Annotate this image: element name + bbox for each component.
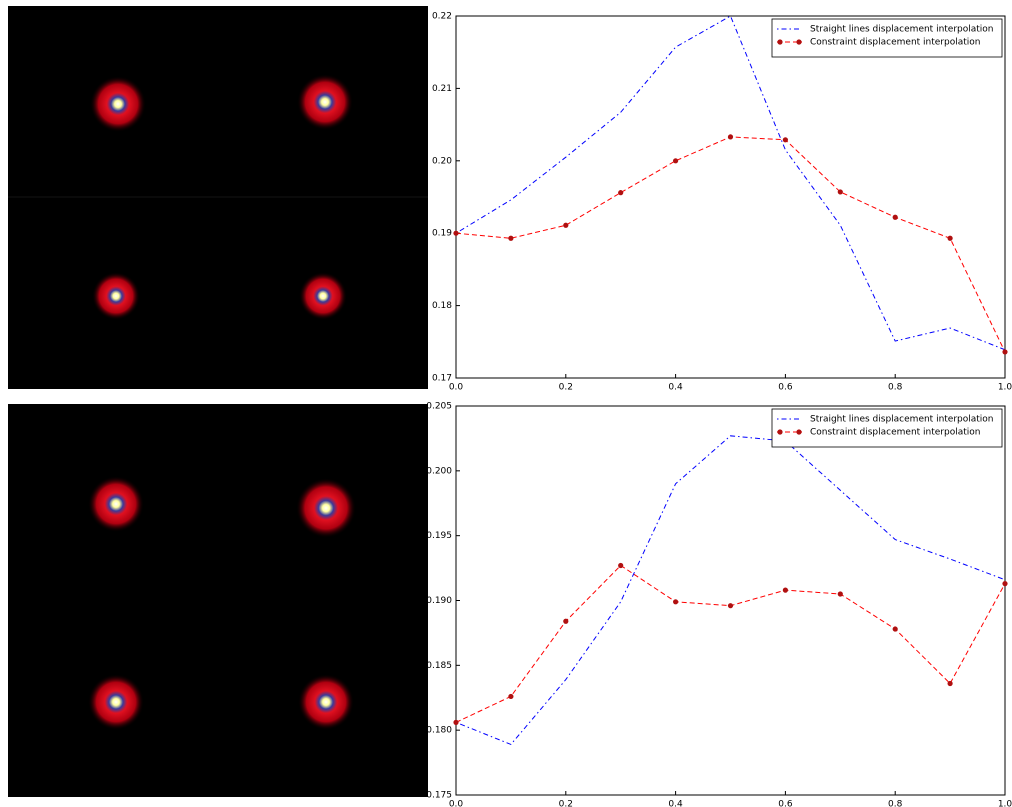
legend-box bbox=[771, 408, 1003, 448]
x-tick-label: 0.6 bbox=[778, 383, 793, 393]
x-tick-label: 0.4 bbox=[668, 800, 683, 807]
legend-label: Constraint displacement interpolation bbox=[810, 38, 980, 48]
y-tick-label: 0.185 bbox=[426, 661, 452, 671]
legend-label: Straight lines displacement interpolatio… bbox=[810, 415, 994, 425]
legend-label: Straight lines displacement interpolatio… bbox=[810, 25, 994, 35]
series-line bbox=[455, 15, 1006, 351]
x-tick-label: 0.4 bbox=[668, 383, 683, 393]
y-tick-label: 0.20 bbox=[432, 156, 452, 166]
x-tick-label: 0.8 bbox=[888, 383, 903, 393]
series-marker bbox=[508, 235, 514, 241]
legend: Straight lines displacement interpolatio… bbox=[771, 18, 1003, 58]
series-marker bbox=[947, 680, 953, 687]
image-panel-top bbox=[8, 6, 428, 389]
image-panel-bottom bbox=[8, 404, 428, 797]
y-tick-label: 0.175 bbox=[426, 791, 452, 801]
series-marker bbox=[618, 190, 624, 196]
x-tick-label: 0.6 bbox=[778, 800, 793, 807]
series-marker bbox=[673, 599, 679, 605]
series-marker bbox=[563, 222, 569, 228]
series-marker bbox=[563, 618, 569, 624]
series-marker bbox=[673, 158, 679, 164]
series-marker bbox=[727, 603, 734, 609]
y-tick-label: 0.180 bbox=[426, 726, 452, 736]
series-marker bbox=[453, 230, 459, 236]
legend-marker bbox=[796, 39, 802, 45]
x-tick-label: 0.0 bbox=[449, 800, 464, 807]
y-tick-label: 0.190 bbox=[426, 596, 452, 606]
legend-label: Constraint displacement interpolation bbox=[810, 428, 980, 438]
y-tick-label: 0.17 bbox=[432, 374, 452, 384]
y-tick-label: 0.21 bbox=[432, 84, 452, 94]
series-marker bbox=[782, 587, 789, 593]
line-chart: 0.0 0.2 0.4 0.6 0.8 1.0 0.175 0.180 0.185 0.190 0.… bbox=[426, 402, 1012, 807]
legend-marker bbox=[777, 429, 783, 435]
y-tick-label: 0.19 bbox=[432, 229, 452, 239]
y-tick-label: 0.200 bbox=[426, 466, 452, 476]
series-marker bbox=[727, 134, 734, 140]
line-chart: 0.0 0.2 0.4 0.6 0.8 1.0 0.17 0.18 0.19 0.20 0.21 0.… bbox=[432, 12, 1012, 393]
x-tick-label: 0.2 bbox=[559, 383, 573, 393]
series-marker bbox=[947, 235, 953, 241]
x-tick-label: 0.8 bbox=[888, 800, 903, 807]
series-marker bbox=[782, 137, 789, 143]
series-marker bbox=[453, 719, 459, 725]
legend: Straight lines displacement interpolatio… bbox=[771, 408, 1003, 448]
series-marker bbox=[1002, 581, 1008, 587]
x-tick-label: 0.2 bbox=[559, 800, 573, 807]
y-tick-label: 0.22 bbox=[432, 12, 452, 22]
plot-area bbox=[455, 405, 1006, 796]
y-tick-label: 0.205 bbox=[426, 402, 452, 412]
y-tick-label: 0.18 bbox=[432, 301, 452, 311]
plot-area bbox=[455, 15, 1006, 379]
x-tick-label: 0.0 bbox=[449, 383, 464, 393]
legend-marker bbox=[796, 429, 802, 435]
legend-marker bbox=[777, 39, 783, 45]
series-marker bbox=[892, 626, 898, 632]
series-marker bbox=[1002, 349, 1008, 355]
series-marker bbox=[892, 214, 898, 220]
legend-box bbox=[771, 18, 1003, 58]
series-marker bbox=[837, 591, 843, 597]
x-tick-label: 1.0 bbox=[998, 800, 1012, 807]
series-marker bbox=[618, 562, 624, 569]
x-tick-label: 1.0 bbox=[998, 383, 1012, 393]
y-tick-label: 0.195 bbox=[426, 531, 452, 541]
series-marker bbox=[837, 189, 843, 195]
series-line bbox=[455, 435, 1006, 746]
series-marker bbox=[508, 693, 514, 700]
